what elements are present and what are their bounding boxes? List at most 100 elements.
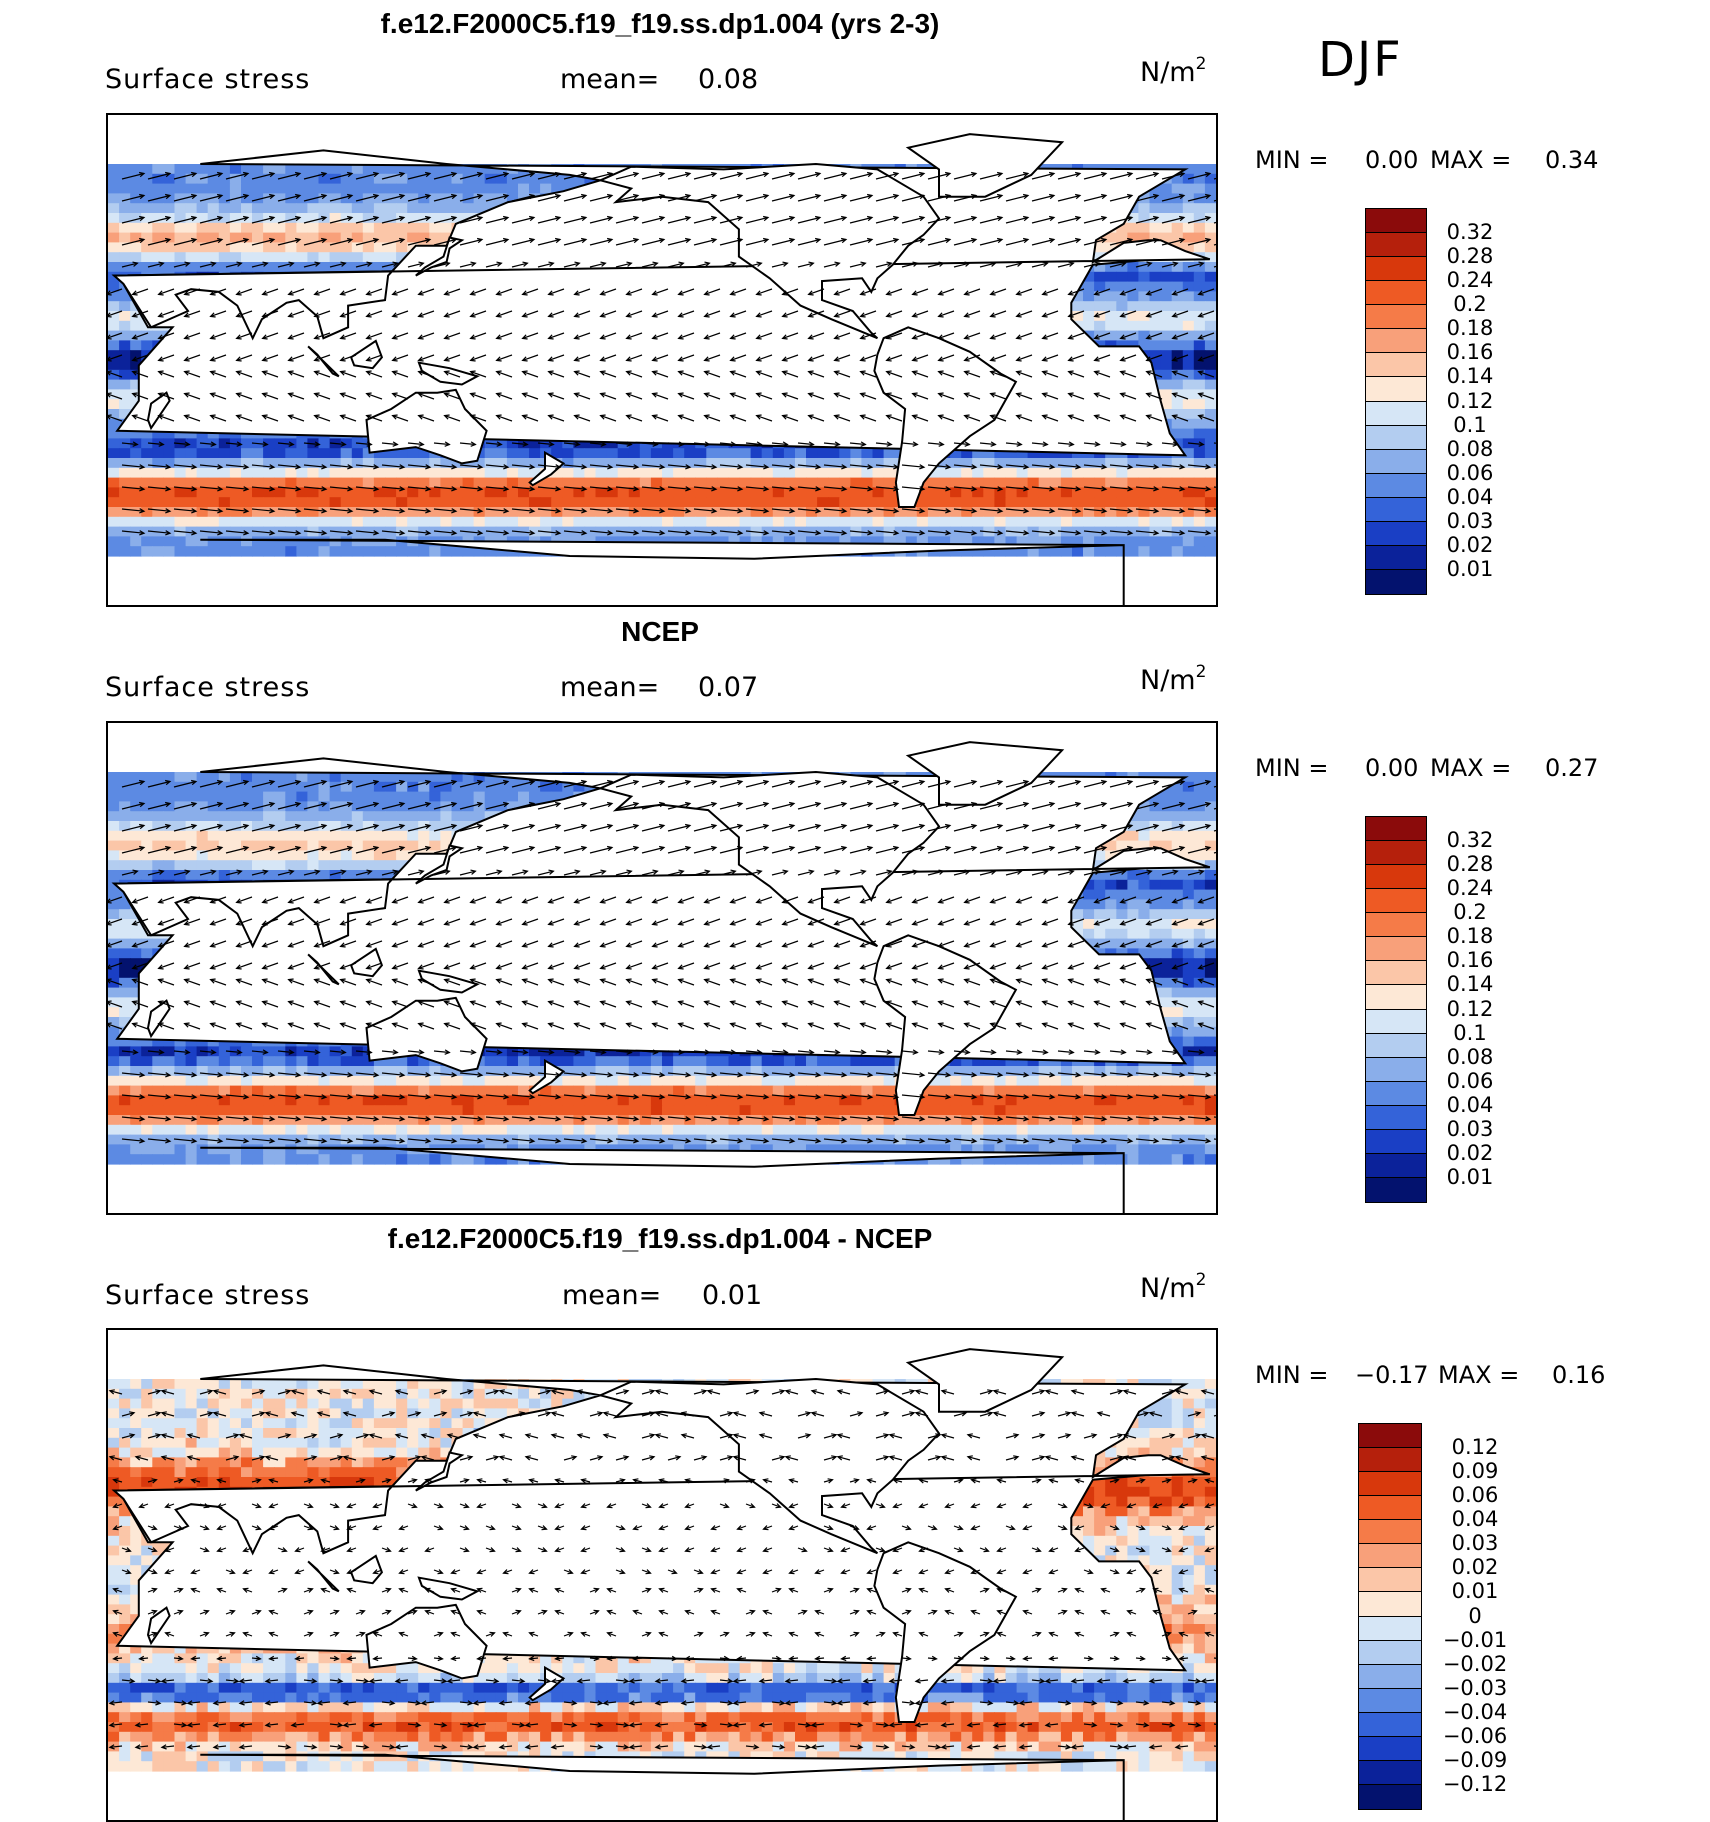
field-cell xyxy=(1116,272,1128,282)
mean-value: 0.08 xyxy=(698,64,758,95)
field-cell xyxy=(363,242,375,252)
field-cell xyxy=(1161,497,1173,507)
field-cell xyxy=(1127,536,1139,546)
field-cell xyxy=(197,203,209,213)
field-cell xyxy=(1138,272,1150,282)
field-cell xyxy=(828,507,840,517)
field-cell xyxy=(1194,184,1206,194)
field-cell xyxy=(729,468,741,478)
field-cell xyxy=(1205,536,1216,546)
field-cell xyxy=(684,497,696,507)
field-cell xyxy=(1083,468,1095,478)
field-cell xyxy=(440,497,452,507)
field-cell xyxy=(895,517,907,527)
field-cell xyxy=(130,448,142,458)
field-cell xyxy=(873,517,885,527)
field-cell xyxy=(1172,282,1184,292)
field-cell xyxy=(241,527,253,537)
field-cell xyxy=(1172,340,1184,350)
field-cell xyxy=(751,497,763,507)
field-cell xyxy=(1194,536,1206,546)
field-cell xyxy=(596,468,608,478)
field-cell xyxy=(673,468,685,478)
field-cell xyxy=(1183,536,1195,546)
field-cell xyxy=(1161,487,1173,497)
field-cell xyxy=(1127,321,1139,331)
field-cell xyxy=(219,262,231,272)
field-cell xyxy=(319,262,331,272)
field-cell xyxy=(319,184,331,194)
field-cell xyxy=(440,478,452,488)
field-cell xyxy=(1205,184,1216,194)
field-cell xyxy=(352,193,364,203)
field-cell xyxy=(784,517,796,527)
field-cell xyxy=(119,311,131,321)
field-cell xyxy=(352,517,364,527)
field-cell xyxy=(1116,282,1128,292)
field-cell xyxy=(1194,213,1206,223)
field-cell xyxy=(1205,272,1216,282)
field-cell xyxy=(1150,546,1162,556)
field-cell xyxy=(352,233,364,243)
field-cell xyxy=(241,497,253,507)
field-cell xyxy=(241,536,253,546)
field-cell xyxy=(850,458,862,468)
field-cell xyxy=(175,184,187,194)
field-cell xyxy=(618,448,630,458)
field-cell xyxy=(1050,497,1062,507)
mean-label: mean= xyxy=(560,64,659,95)
field-cell xyxy=(197,536,209,546)
field-cell xyxy=(1183,546,1195,556)
field-cell xyxy=(352,468,364,478)
field-cell xyxy=(186,184,198,194)
field-cell xyxy=(939,478,951,488)
variable-label: Surface stress xyxy=(105,64,310,95)
min-label: MIN = xyxy=(1255,146,1328,174)
field-cell xyxy=(1127,517,1139,527)
field-cell xyxy=(440,468,452,478)
field-cell xyxy=(418,468,430,478)
field-cell xyxy=(108,252,120,262)
field-cell xyxy=(695,497,707,507)
field-cell xyxy=(607,468,619,478)
field-cell xyxy=(839,517,851,527)
field-cell xyxy=(1194,517,1206,527)
field-cell xyxy=(163,517,175,527)
field-cell xyxy=(1083,291,1095,301)
field-cell xyxy=(939,468,951,478)
field-cell xyxy=(307,536,319,546)
field-cell xyxy=(274,203,286,213)
field-cell xyxy=(1050,468,1062,478)
field-cell xyxy=(285,478,297,488)
field-cell xyxy=(1205,468,1216,478)
field-cell xyxy=(806,497,818,507)
field-cell xyxy=(1161,340,1173,350)
max-label: MAX = xyxy=(1430,146,1511,174)
field-cell xyxy=(1183,360,1195,370)
field-cell xyxy=(241,203,253,213)
field-cell xyxy=(263,448,275,458)
field-cell xyxy=(230,203,242,213)
field-cell xyxy=(252,203,264,213)
field-cell xyxy=(108,174,120,184)
field-cell xyxy=(1194,282,1206,292)
field-cell xyxy=(485,478,497,488)
field-cell xyxy=(285,497,297,507)
field-cell xyxy=(1083,311,1095,321)
field-cell xyxy=(208,497,220,507)
field-cell xyxy=(374,223,386,233)
field-cell xyxy=(873,507,885,517)
field-cell xyxy=(175,458,187,468)
field-cell xyxy=(241,233,253,243)
field-cell xyxy=(640,468,652,478)
field-cell xyxy=(108,478,120,488)
field-cell xyxy=(352,252,364,262)
field-cell xyxy=(485,448,497,458)
field-cell xyxy=(352,546,364,556)
field-cell xyxy=(1161,546,1173,556)
field-cell xyxy=(861,448,873,458)
field-cell xyxy=(119,340,131,350)
field-cell xyxy=(640,517,652,527)
field-cell xyxy=(463,203,475,213)
field-cell xyxy=(1138,487,1150,497)
